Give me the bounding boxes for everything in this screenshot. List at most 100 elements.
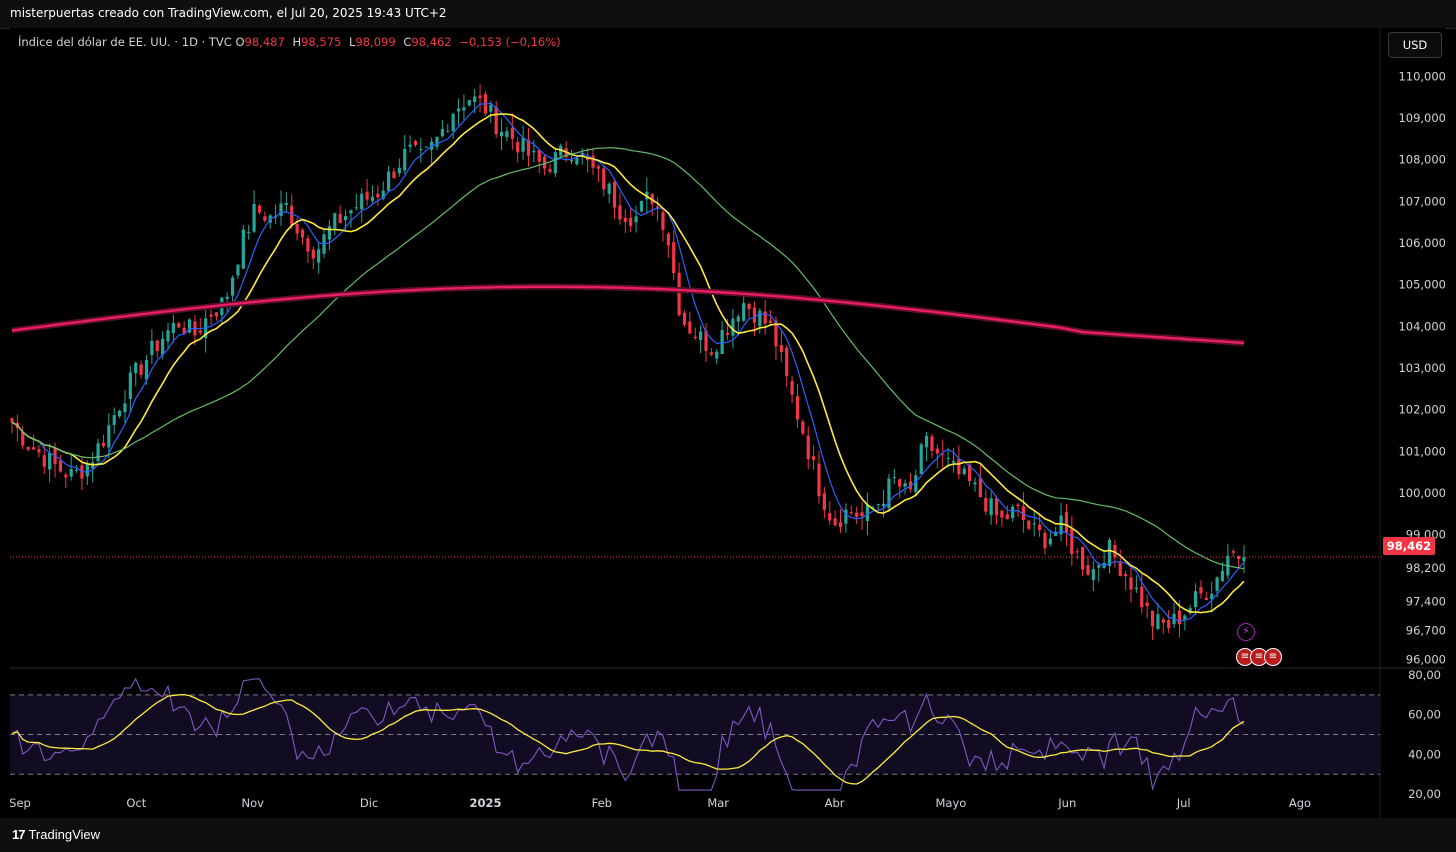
- candle-body: [704, 330, 708, 351]
- time-tick-label: Abr: [825, 796, 845, 810]
- ma-mid-line: [11, 113, 1245, 614]
- price-chart-svg[interactable]: 110,000 109,000 108,000 107,000 106,000 105,0…: [10, 28, 1445, 818]
- candle-body: [752, 307, 757, 323]
- candle-body: [338, 213, 342, 224]
- us-flag-event-icon[interactable]: ≡: [1264, 648, 1282, 666]
- candle-body: [607, 183, 611, 194]
- candle-body: [1011, 506, 1015, 519]
- candle-body: [591, 155, 595, 168]
- candle-body: [397, 167, 401, 174]
- candle-body: [855, 512, 859, 517]
- candle-body: [478, 95, 482, 99]
- candle-body: [494, 106, 498, 135]
- candle-body: [973, 482, 977, 485]
- candle-body: [37, 449, 41, 453]
- candle-body: [247, 232, 251, 234]
- candle-body: [392, 171, 396, 179]
- time-tick-label: Jun: [1057, 796, 1076, 810]
- candle-body: [1188, 608, 1192, 614]
- close-label: C: [403, 35, 412, 49]
- candle-body: [85, 464, 89, 477]
- candle-body: [123, 403, 127, 413]
- candle-body: [914, 475, 918, 492]
- candle-body: [26, 446, 30, 450]
- candle-body: [941, 453, 945, 455]
- time-tick-label: Feb: [592, 796, 612, 810]
- candle-body: [1161, 619, 1165, 623]
- rsi-tick-label: 80,00: [1408, 668, 1441, 682]
- candle-body: [236, 264, 240, 276]
- candle-body: [435, 136, 439, 147]
- candle-body: [440, 128, 444, 137]
- candle-body: [214, 312, 219, 317]
- currency-button[interactable]: USD: [1388, 32, 1442, 58]
- time-tick-label: Sep: [10, 796, 31, 810]
- time-tick-label: Ago: [1289, 796, 1311, 810]
- candle-body: [290, 205, 294, 226]
- candle-body: [725, 332, 730, 335]
- candle-body: [865, 504, 870, 521]
- candle-body: [284, 203, 288, 205]
- candle-body: [634, 216, 638, 223]
- candle-body: [543, 156, 547, 169]
- candle-body: [1231, 551, 1235, 553]
- ma-long-glow: [11, 283, 1245, 346]
- candle-body: [489, 105, 493, 112]
- chart-area[interactable]: 110,000 109,000 108,000 107,000 106,000 105,0…: [10, 28, 1445, 818]
- candles: [10, 84, 1246, 640]
- candle-body: [629, 217, 633, 227]
- candle-body: [279, 203, 283, 216]
- candle-body: [1070, 528, 1074, 555]
- candle-body: [230, 277, 235, 296]
- candle-body: [112, 415, 116, 425]
- candle-body: [806, 435, 810, 460]
- candle-body: [1086, 565, 1090, 575]
- time-tick-label: Mar: [707, 796, 729, 810]
- candle-body: [1215, 577, 1219, 591]
- candle-body: [424, 146, 428, 148]
- candle-body: [774, 320, 778, 347]
- candle-body: [139, 364, 143, 375]
- price-tick-label: 106,000: [1398, 236, 1445, 250]
- candle-body: [1107, 539, 1112, 566]
- candle-body: [639, 200, 644, 212]
- candle-body: [365, 191, 369, 200]
- candle-body: [1204, 597, 1208, 601]
- candle-body: [1124, 574, 1128, 577]
- time-tick-label: Mayo: [936, 796, 967, 810]
- candle-body: [1075, 551, 1079, 553]
- candle-body: [1134, 587, 1139, 590]
- price-tick-label: 96,000: [1406, 653, 1445, 667]
- flash-event-icon[interactable]: ⚡: [1237, 623, 1255, 641]
- candle-body: [747, 303, 751, 310]
- candle-body: [182, 327, 186, 334]
- candle-body: [198, 330, 202, 333]
- candle-body: [1140, 586, 1144, 608]
- candle-body: [763, 311, 767, 324]
- candle-body: [1032, 523, 1036, 525]
- candle-body: [612, 182, 617, 208]
- candle-body: [107, 425, 111, 448]
- candle-body: [892, 476, 896, 478]
- candle-body: [451, 113, 455, 131]
- candle-body: [1097, 565, 1101, 568]
- price-tick-label: 96,700: [1406, 624, 1445, 638]
- candle-body: [833, 518, 837, 526]
- rsi-tick-label: 60,00: [1408, 708, 1441, 722]
- candle-body: [295, 224, 299, 234]
- candle-body: [666, 233, 670, 246]
- rsi-tick-label: 40,00: [1408, 747, 1441, 761]
- candle-body: [623, 217, 627, 222]
- candle-body: [327, 226, 332, 240]
- symbol-name[interactable]: Índice del dólar de EE. UU. · 1D · TVC: [18, 35, 232, 49]
- candle-body: [1210, 593, 1214, 600]
- candle-body: [532, 150, 536, 153]
- candle-body: [161, 338, 165, 355]
- candle-body: [828, 513, 832, 521]
- candle-body: [31, 447, 36, 450]
- low-value: 98,099: [355, 35, 396, 49]
- candle-body: [553, 152, 557, 174]
- price-tick-label: 103,000: [1398, 361, 1445, 375]
- tradingview-logo[interactable]: 17 TradingView: [12, 827, 100, 842]
- candle-body: [386, 171, 391, 192]
